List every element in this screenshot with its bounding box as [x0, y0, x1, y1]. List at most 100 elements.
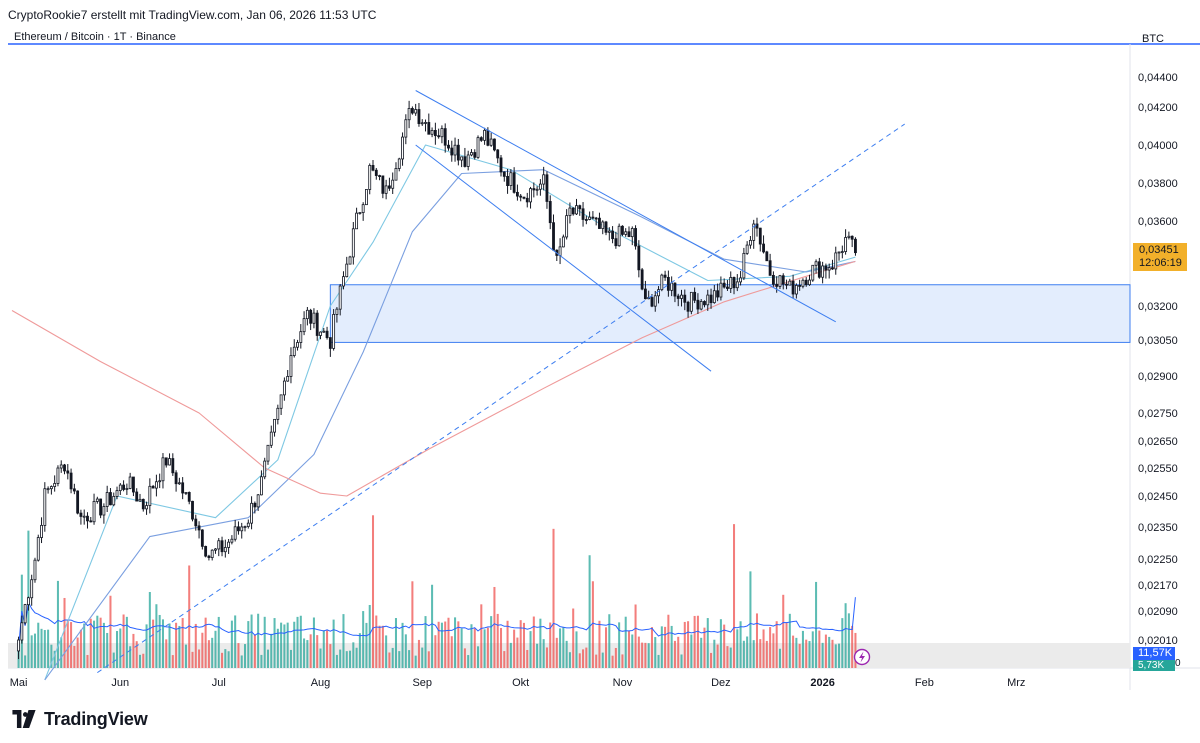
volume-bar: [79, 629, 82, 668]
volume-bar: [542, 639, 545, 668]
volume-bar: [726, 646, 729, 668]
candle-body: [706, 294, 710, 306]
candle-body: [794, 285, 798, 295]
price-tick-label: 0,03800: [1138, 178, 1178, 190]
candle-body: [476, 137, 480, 158]
volume-bar: [322, 630, 325, 668]
candle-body: [804, 279, 808, 286]
volume-bar: [499, 627, 503, 668]
candle-body: [414, 109, 418, 114]
volume-bar: [463, 648, 466, 668]
volume-bar: [677, 636, 680, 668]
candle-body: [840, 251, 844, 253]
volume-bar: [664, 626, 667, 668]
candle-body: [332, 314, 336, 349]
candle-body: [781, 275, 785, 285]
candle-body: [59, 464, 63, 469]
candle-body: [181, 482, 185, 494]
candle-body: [814, 261, 818, 266]
volume-bar: [296, 616, 299, 668]
volume-ma: [18, 597, 856, 648]
candle-body: [571, 207, 575, 215]
candle-body: [174, 472, 178, 485]
volume-bar: [188, 565, 191, 668]
volume-bar: [421, 647, 424, 668]
candle-body: [801, 279, 805, 287]
price-tick-label: 0,02750: [1138, 408, 1178, 420]
candle-body: [184, 492, 188, 494]
candle-body: [837, 251, 841, 254]
candle-body: [410, 108, 414, 114]
volume-bar: [595, 654, 598, 668]
volume-bar: [125, 616, 128, 668]
volume-bar: [503, 651, 506, 668]
volume-bar: [283, 624, 286, 668]
candle-body: [542, 174, 546, 185]
volume-bar: [578, 653, 581, 668]
candle-body: [384, 185, 388, 194]
volume-bar: [614, 647, 617, 668]
volume-bar: [713, 639, 716, 668]
candle-body: [230, 538, 234, 543]
candle-body: [575, 205, 578, 215]
candle-body: [493, 138, 496, 151]
candle-body: [506, 175, 509, 187]
volume-bar: [667, 614, 670, 668]
volume-bar: [76, 637, 79, 668]
volume-bar: [670, 625, 673, 668]
volume-bar: [381, 625, 384, 668]
candle-body: [565, 215, 569, 238]
candle-body: [447, 144, 450, 149]
candle-body: [63, 464, 66, 472]
candle-body: [745, 244, 749, 254]
candle-body: [483, 129, 487, 141]
candle-body: [125, 488, 129, 490]
candle-body: [266, 444, 270, 462]
candle-body: [122, 484, 126, 490]
candle-body: [643, 288, 647, 300]
volume-bar: [198, 649, 201, 668]
time-tick-label: Jul: [212, 677, 226, 689]
candle-body: [722, 282, 726, 288]
volume-bar: [470, 624, 473, 668]
volume-bar: [181, 618, 184, 668]
price-tick-label: 0,04400: [1138, 72, 1178, 84]
candles: [17, 100, 857, 660]
volume-bar: [73, 645, 76, 668]
candle-body: [463, 156, 467, 167]
candle-body: [138, 498, 142, 502]
candle-body: [132, 476, 135, 493]
candle-body: [834, 252, 838, 270]
volume-bar: [749, 571, 752, 668]
volume-bar: [759, 639, 762, 668]
volume-bar: [66, 620, 69, 668]
candle-body: [749, 239, 752, 246]
candle-body: [755, 223, 759, 229]
candle-body: [246, 522, 250, 527]
candle-body: [689, 291, 693, 312]
volume-bar: [838, 643, 841, 668]
volume-bar: [486, 627, 489, 668]
volume-bar: [240, 655, 243, 668]
volume-bar: [631, 634, 634, 668]
replay-icon[interactable]: [853, 648, 871, 666]
volume-bar: [460, 628, 463, 668]
candle-body: [214, 548, 217, 551]
symbol-title: Ethereum / Bitcoin · 1T · Binance: [14, 31, 176, 43]
candle-body: [729, 277, 733, 289]
volume-bar: [339, 649, 342, 668]
volume-bar: [792, 635, 795, 668]
candle-body: [630, 228, 634, 238]
candle-body: [348, 256, 352, 265]
last-price: 0,03451: [1139, 244, 1179, 256]
candle-body: [69, 472, 73, 490]
volume-bar: [565, 640, 568, 668]
volume-bar: [637, 636, 640, 668]
volume-bar: [227, 651, 230, 668]
volume-bar: [368, 604, 371, 668]
candle-body: [322, 330, 326, 333]
candle-body: [112, 495, 116, 506]
candle-body: [775, 283, 779, 287]
volume-bar: [60, 637, 63, 668]
